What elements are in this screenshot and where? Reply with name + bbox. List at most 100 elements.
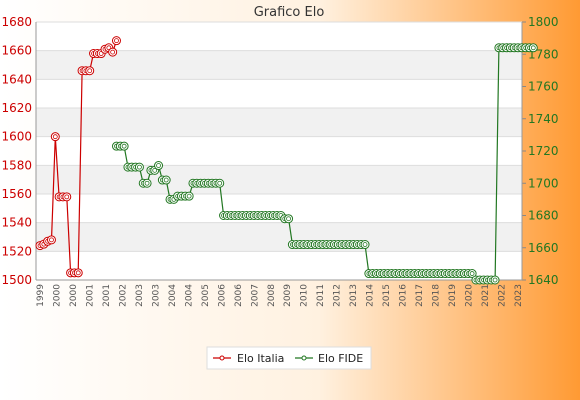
data-point-inner [152, 167, 158, 173]
legend-label: Elo FIDE [318, 352, 363, 365]
right-tick-label: 1700 [528, 176, 559, 190]
x-tick-label: 2006 [234, 284, 244, 307]
right-tick-label: 1760 [528, 80, 559, 94]
data-point [142, 178, 152, 188]
right-tick-label: 1660 [528, 241, 559, 255]
data-point [108, 47, 118, 57]
data-point [62, 192, 72, 202]
left-tick-label: 1560 [1, 187, 32, 201]
left-tick-label: 1580 [1, 158, 32, 172]
x-tick-label: 2001 [85, 284, 95, 307]
legend-item: Elo Italia [213, 352, 284, 365]
data-point [50, 132, 60, 142]
data-point-inner [49, 237, 54, 243]
x-tick-label: 2016 [399, 284, 409, 307]
axes [35, 21, 526, 281]
data-point-inner [110, 49, 116, 55]
data-point [490, 275, 500, 285]
legend-swatch-marker [219, 355, 225, 361]
data-point-inner [64, 194, 70, 200]
left-tick-label: 1540 [1, 216, 32, 230]
x-tick-label: 2004 [168, 284, 178, 307]
right-tick-label: 1680 [528, 209, 559, 223]
legend-label: Elo Italia [237, 352, 284, 365]
left-tick-label: 1660 [1, 44, 32, 58]
legend-box [206, 346, 372, 370]
left-tick-label: 1680 [1, 15, 32, 29]
x-tick-label: 2006 [217, 284, 227, 307]
x-tick-label: 2012 [333, 284, 343, 307]
chart-title: Grafico Elo [254, 5, 325, 20]
left-tick-label: 1600 [1, 130, 32, 144]
data-point [46, 235, 56, 245]
data-point [154, 161, 164, 171]
data-point [119, 141, 129, 151]
plot-background [36, 22, 522, 280]
data-point [85, 66, 95, 76]
data-point-inner [362, 242, 368, 247]
data-point [215, 178, 225, 188]
x-tick-label: 2022 [498, 284, 508, 307]
x-tick-label: 2009 [283, 284, 293, 307]
data-point [111, 36, 121, 46]
data-point [284, 214, 294, 224]
x-tick-label: 2018 [432, 284, 442, 307]
x-tick-label: 2002 [118, 284, 128, 307]
series-elo-fide [111, 43, 538, 285]
grid-band [36, 165, 522, 194]
data-point [161, 175, 171, 185]
grid-band [36, 50, 522, 80]
right-tick-label: 1800 [528, 15, 559, 29]
grid-band [36, 222, 522, 252]
gridlines [36, 21, 522, 281]
data-point [528, 43, 538, 53]
data-point-inner [144, 180, 150, 186]
x-tick-label: 2019 [448, 284, 458, 307]
data-point-inner [121, 143, 127, 149]
series-layer [35, 36, 538, 285]
x-tick-label: 2015 [382, 284, 392, 307]
left-axis-ticks: 1500 1520 1540 1560 1580 1600 1620 1640 1660 1680 [1, 15, 32, 287]
data-point-inner [286, 216, 291, 222]
x-tick-label: 2004 [184, 284, 194, 307]
data-point-inner [75, 270, 81, 276]
x-axis-ticks: 1999 2000 2000 2001 2001 2002 2003 2003 2004 2004… [36, 284, 524, 307]
x-tick-label: 1999 [36, 284, 46, 307]
x-tick-label: 2021 [481, 284, 491, 307]
left-tick-label: 1640 [1, 72, 32, 86]
right-tick-label: 1640 [528, 273, 559, 287]
legend: Elo Italia Elo FIDE [206, 346, 372, 370]
data-point-inner [186, 193, 192, 199]
left-tick-label: 1520 [1, 244, 32, 258]
data-point-inner [156, 163, 161, 168]
left-tick-label: 1620 [1, 101, 32, 115]
data-point [134, 162, 144, 172]
data-point [184, 191, 194, 201]
x-tick-label: 2023 [514, 284, 524, 307]
grid-band [36, 108, 522, 137]
data-point [467, 269, 477, 279]
right-tick-label: 1720 [528, 144, 559, 158]
data-point-inner [52, 134, 58, 140]
data-point-inner [114, 38, 119, 44]
data-point-inner [163, 177, 169, 183]
x-tick-label: 2001 [102, 284, 112, 307]
left-tick-label: 1500 [1, 273, 32, 287]
x-tick-label: 2003 [151, 284, 161, 307]
x-tick-label: 2003 [135, 284, 145, 307]
x-tick-label: 2007 [250, 284, 260, 307]
legend-item: Elo FIDE [295, 352, 363, 365]
x-tick-label: 2013 [349, 284, 359, 307]
data-point-inner [217, 180, 223, 186]
x-tick-label: 2008 [267, 284, 277, 307]
right-tick-label: 1740 [528, 112, 559, 126]
data-point-inner [469, 271, 475, 276]
data-point-inner [87, 68, 93, 74]
data-point-inner [137, 164, 142, 170]
x-tick-label: 2005 [201, 284, 211, 307]
data-point [73, 268, 83, 278]
data-point-inner [492, 277, 498, 283]
